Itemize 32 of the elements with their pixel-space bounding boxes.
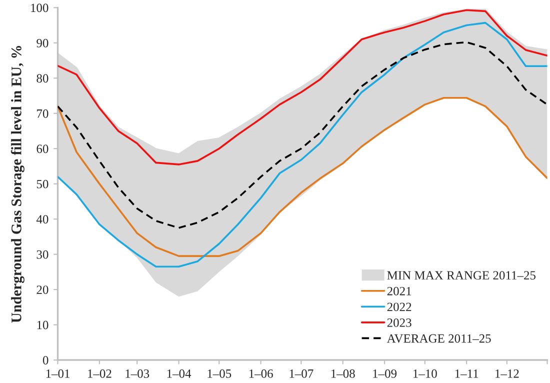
y-tick-label: 10: [37, 320, 48, 330]
legend-label: MIN MAX RANGE 2011–25: [387, 271, 536, 280]
x-tick-label: 1–06: [249, 369, 273, 378]
y-tick-label: 0: [42, 356, 48, 364]
x-tick-label: 1–08: [331, 369, 355, 378]
x-tick-label: 1–03: [126, 369, 150, 378]
y-tick-label: 30: [36, 250, 48, 259]
line-series: [58, 9, 548, 166]
y-tick-label: 50: [36, 180, 48, 188]
x-tick-label: 1–05: [208, 369, 232, 378]
legend-label: 2021: [387, 286, 412, 296]
y-tick-label: 80: [36, 74, 48, 83]
x-tick-label: 1–07: [290, 369, 314, 378]
y-tick-label: 70: [37, 109, 48, 118]
legend-label: 2023: [387, 318, 412, 327]
x-tick-label: 1–09: [373, 369, 397, 378]
y-tick-label: 20: [36, 286, 48, 294]
legend-label: 2022: [387, 302, 412, 312]
x-tick-label: 1–11: [455, 369, 478, 378]
line-series: [58, 41, 548, 229]
line-series: [58, 96, 548, 257]
x-tick-label: 1–12: [496, 369, 519, 378]
x-tick-label: 1–02: [88, 369, 112, 378]
y-tick-label: 40: [36, 215, 48, 224]
x-tick-label: 1–10: [413, 369, 437, 378]
legend-label: AVERAGE 2011–25: [386, 334, 491, 343]
y-tick-label: 90: [36, 38, 48, 48]
x-tick-label: 1–04: [167, 369, 192, 378]
y-tick-label: 60: [36, 144, 48, 154]
x-tick-label: 1–01: [46, 369, 70, 378]
y-axis-title: Underground Gas Storage fill level in EU, %: [10, 46, 24, 323]
y-tick-label: 100: [31, 4, 48, 12]
